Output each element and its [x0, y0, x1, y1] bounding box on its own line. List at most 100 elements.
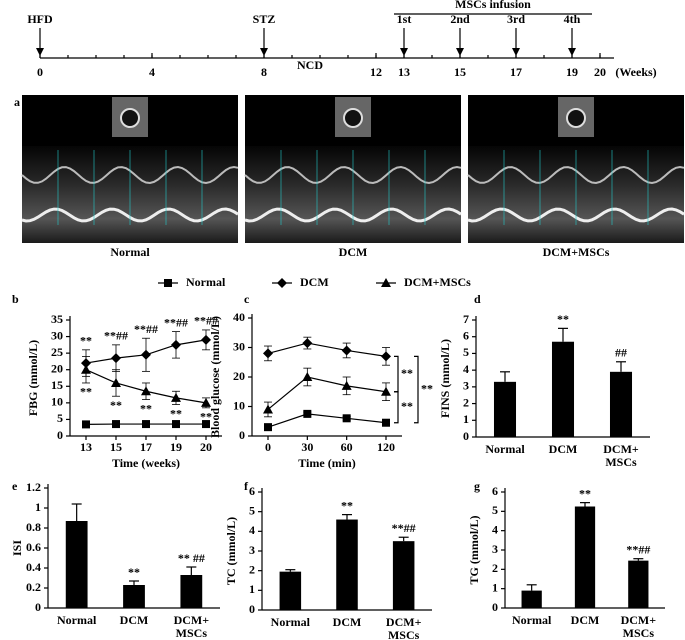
- y-tick-label: 0: [463, 429, 469, 443]
- significance: **##: [392, 521, 416, 535]
- bracket: [394, 391, 399, 424]
- marker: [342, 414, 351, 423]
- x-tick-label: Normal: [485, 442, 525, 456]
- tick-label: 13: [398, 65, 410, 79]
- marker: [111, 353, 121, 364]
- y-axis-label: FINS (mmol/L): [438, 339, 452, 418]
- y-tick-label: 7: [463, 312, 469, 326]
- panel-letter: b: [12, 292, 19, 306]
- bar: [609, 371, 633, 437]
- bar: [392, 541, 415, 610]
- x-tick-label: DCM+ MSCs: [174, 613, 210, 640]
- y-tick-label: 5: [492, 503, 498, 517]
- y-tick-label: 2: [249, 562, 255, 576]
- y-tick-label: 3: [492, 542, 498, 556]
- marker: [201, 334, 211, 345]
- tick-label: 20: [594, 65, 606, 79]
- panel-letter: d: [474, 292, 481, 306]
- x-tick-label: 13: [80, 440, 92, 454]
- arrow-head: [512, 48, 520, 56]
- significance: ** ##: [178, 551, 205, 565]
- infusion-label: MSCs infusion: [455, 0, 531, 11]
- significance: **##: [194, 314, 218, 328]
- tick-label: 12: [370, 65, 382, 79]
- y-tick-label: 4: [492, 522, 498, 536]
- arrow-head: [36, 48, 44, 56]
- significance: **: [401, 399, 413, 413]
- series-line: [267, 342, 387, 357]
- significance: **##: [164, 315, 188, 329]
- y-tick-label: 30: [51, 328, 63, 342]
- x-tick-label: 120: [377, 440, 395, 454]
- y-tick-label: 15: [51, 378, 63, 392]
- marker: [172, 420, 180, 429]
- marker: [381, 386, 391, 396]
- tick-label: 17: [510, 65, 522, 79]
- x-tick-label: 30: [301, 440, 313, 454]
- bar: [123, 585, 145, 608]
- y-tick-label: 1: [35, 500, 41, 514]
- y-tick-label: 0: [492, 600, 498, 614]
- bar: [279, 571, 302, 610]
- y-tick-label: 0.4: [26, 560, 41, 574]
- marker: [264, 423, 272, 432]
- bar: [336, 519, 358, 610]
- significance: **: [80, 334, 92, 348]
- event-label: HFD: [27, 12, 53, 26]
- panel-letter: c: [244, 292, 250, 306]
- y-tick-label: 10: [51, 395, 63, 409]
- y-tick-label: 20: [233, 369, 245, 383]
- bracket: [414, 355, 419, 424]
- panel-letter: f: [244, 479, 249, 493]
- y-tick-label: 5: [57, 411, 63, 425]
- x-tick-label: DCM: [549, 442, 578, 456]
- x-tick-label: 15: [110, 440, 122, 454]
- x-tick-label: DCM: [120, 613, 149, 627]
- axis-unit: (Weeks): [615, 65, 656, 79]
- x-tick-label: 19: [170, 440, 182, 454]
- x-tick-label: Normal: [57, 613, 97, 627]
- legend-label: Normal: [186, 275, 226, 289]
- marker: [263, 404, 273, 414]
- y-axis-label: TC (mmol/L): [224, 517, 238, 585]
- marker: [263, 348, 273, 359]
- x-tick-label: DCM+ MSCs: [621, 613, 657, 640]
- y-tick-label: 6: [249, 484, 255, 498]
- y-tick-label: 1.2: [26, 480, 41, 494]
- arrow-head: [260, 48, 268, 56]
- event-label: 4th: [564, 12, 581, 26]
- x-tick-label: 20: [200, 440, 212, 454]
- significance: **: [557, 312, 569, 326]
- y-axis-label: FBG (mmol/L): [26, 340, 40, 416]
- image-label: Normal: [110, 245, 150, 259]
- marker: [302, 338, 313, 349]
- marker: [202, 420, 210, 429]
- event-label: 1st: [397, 12, 412, 26]
- marker: [277, 278, 287, 288]
- y-tick-label: 0.6: [26, 540, 41, 554]
- image-label: DCM+MSCs: [543, 245, 610, 259]
- marker: [171, 392, 181, 402]
- significance: **: [128, 565, 140, 579]
- marker: [81, 364, 91, 374]
- significance: **: [140, 401, 152, 415]
- x-axis-label: Time (weeks): [112, 456, 180, 470]
- series-line: [267, 376, 387, 410]
- y-tick-label: 1: [249, 582, 255, 596]
- x-tick-label: 17: [140, 440, 152, 454]
- marker: [141, 386, 151, 396]
- y-tick-label: 1: [463, 412, 469, 426]
- significance: **: [341, 498, 353, 512]
- marker: [142, 420, 150, 429]
- y-tick-label: 3: [249, 543, 255, 557]
- bar: [521, 590, 542, 608]
- arrow-head: [456, 48, 464, 56]
- tick-label: 19: [566, 65, 578, 79]
- y-tick-label: 3: [463, 379, 469, 393]
- marker: [111, 377, 121, 387]
- event-label: 2nd: [450, 12, 470, 26]
- significance: **##: [104, 329, 128, 343]
- y-axis-label: Blood glucose (mmol/L): [208, 316, 222, 438]
- marker: [382, 418, 390, 427]
